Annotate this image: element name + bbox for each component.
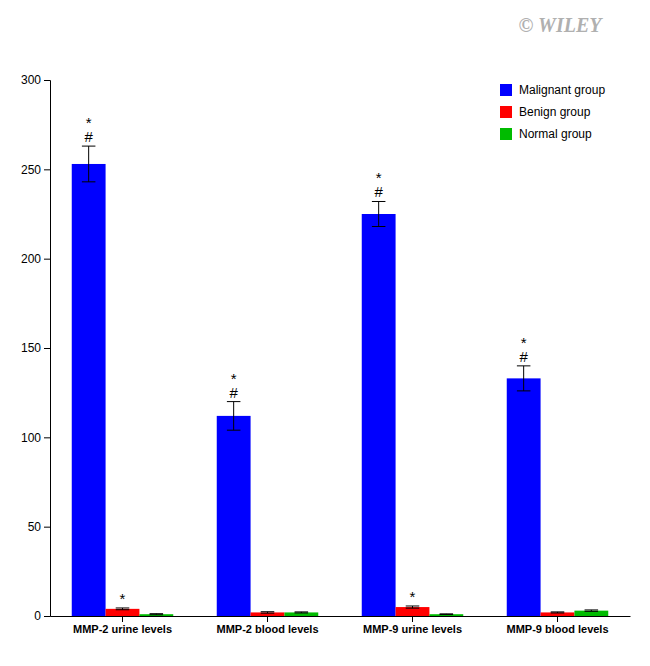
annotation: # xyxy=(84,128,93,145)
y-tick-label: 0 xyxy=(34,609,41,623)
annotation: # xyxy=(519,348,528,365)
y-tick-label: 150 xyxy=(21,341,41,355)
series xyxy=(72,146,541,616)
error-bar xyxy=(150,614,164,615)
y-tick-mark xyxy=(44,259,50,260)
y-tick: 200 xyxy=(21,252,50,266)
x-tick-label: MMP-2 urine levels xyxy=(73,623,172,635)
x-axis-line xyxy=(51,616,631,617)
legend-label: Malignant group xyxy=(519,83,605,97)
bar xyxy=(429,614,463,616)
y-tick-label: 200 xyxy=(21,252,41,266)
legend-label: Normal group xyxy=(519,127,592,141)
y-tick: 50 xyxy=(28,520,50,534)
y-tick-label: 250 xyxy=(21,163,41,177)
y-tick: 0 xyxy=(34,609,50,623)
error-bar xyxy=(295,612,309,613)
bar xyxy=(362,214,396,616)
annotations: *#**#*#**# xyxy=(84,114,528,607)
x-tick-label: MMP-9 urine levels xyxy=(363,623,462,635)
legend-label: Benign group xyxy=(519,105,591,119)
y-tick-mark xyxy=(44,437,50,438)
error-bar xyxy=(261,612,275,613)
y-tick-label: 300 xyxy=(21,73,41,87)
error-bar xyxy=(517,366,531,391)
bar xyxy=(574,611,608,616)
legend-item: Benign group xyxy=(500,105,591,119)
error-bar xyxy=(116,608,130,610)
plot-area: 050100150200250300MMP-2 urine levelsMMP-… xyxy=(21,73,631,634)
x-tick-label: MMP-2 blood levels xyxy=(216,623,318,635)
series xyxy=(106,606,575,616)
bar xyxy=(106,609,140,616)
x-tick: MMP-2 urine levels xyxy=(73,616,172,635)
y-tick: 300 xyxy=(21,73,50,87)
y-axis-line xyxy=(44,81,51,617)
y-tick-label: 50 xyxy=(28,520,42,534)
legend-swatch xyxy=(500,128,512,140)
bar xyxy=(507,378,541,616)
error-bar xyxy=(551,612,565,613)
chart: 050100150200250300MMP-2 urine levelsMMP-… xyxy=(0,0,650,666)
x-axis: MMP-2 urine levels MMP-2 blood levels MMP-… xyxy=(51,616,631,635)
x-tick: MMP-9 urine levels xyxy=(363,616,462,635)
series xyxy=(139,610,608,616)
y-tick: 100 xyxy=(21,431,50,445)
bar xyxy=(251,612,285,616)
bar xyxy=(284,612,318,616)
legend-swatch xyxy=(500,106,512,118)
y-tick-mark xyxy=(44,616,50,617)
annotation: * xyxy=(410,588,416,605)
x-tick: MMP-2 blood levels xyxy=(216,616,318,635)
y-tick: 150 xyxy=(21,341,50,355)
y-tick-mark xyxy=(44,527,50,528)
legend: Malignant group Benign group Normal group xyxy=(500,83,605,141)
bar xyxy=(217,416,251,616)
legend-item: Normal group xyxy=(500,127,592,141)
y-axis: 0 50 100 150 200 250 300 xyxy=(21,73,51,623)
y-tick-mark xyxy=(44,80,50,81)
error-bar xyxy=(82,146,96,182)
x-tick-mark xyxy=(557,616,558,622)
annotation: # xyxy=(229,384,238,401)
x-tick-mark xyxy=(122,616,123,622)
bar xyxy=(139,614,173,616)
y-tick: 250 xyxy=(21,163,50,177)
y-tick-mark xyxy=(44,169,50,170)
error-bar xyxy=(372,201,386,226)
error-bar xyxy=(227,402,241,431)
error-bar xyxy=(585,610,599,611)
error-bar xyxy=(440,613,454,615)
watermark: © WILEY xyxy=(519,14,604,36)
x-tick-mark xyxy=(267,616,268,622)
bar xyxy=(541,612,575,616)
bar xyxy=(72,164,106,616)
y-tick-label: 100 xyxy=(21,431,41,445)
annotation: # xyxy=(374,183,383,200)
y-tick-mark xyxy=(44,348,50,349)
error-bar xyxy=(406,606,420,608)
annotation: * xyxy=(120,590,126,607)
x-tick: MMP-9 blood levels xyxy=(506,616,608,635)
legend-item: Malignant group xyxy=(500,83,605,97)
legend-swatch xyxy=(500,84,512,96)
x-tick-mark xyxy=(412,616,413,622)
x-tick-label: MMP-9 blood levels xyxy=(506,623,608,635)
bars xyxy=(72,146,609,616)
